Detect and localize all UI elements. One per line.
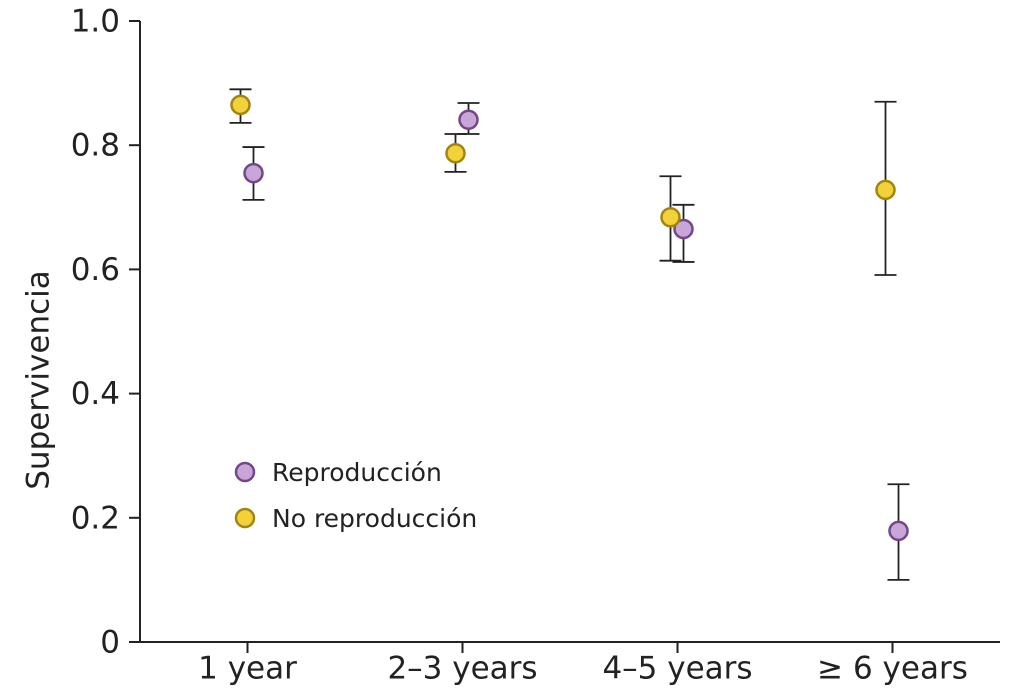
point bbox=[660, 206, 681, 228]
point bbox=[445, 143, 466, 164]
x-tick-label: 1 year bbox=[198, 651, 297, 687]
y-tick-label: 0 bbox=[100, 625, 120, 661]
y-tick-label: 1.0 bbox=[71, 4, 120, 40]
y-tick-label: 0.2 bbox=[71, 500, 120, 536]
legend-label: Reproducción bbox=[272, 458, 442, 487]
legend-marker bbox=[234, 507, 256, 529]
y-axis-label: Supervivencia bbox=[21, 270, 57, 490]
x-tick-label: 4–5 years bbox=[602, 651, 752, 687]
point bbox=[673, 218, 694, 240]
point bbox=[875, 179, 896, 201]
legend-label: No reproducción bbox=[272, 504, 477, 533]
x-tick-label: 2–3 years bbox=[387, 651, 537, 687]
y-tick-label: 0.4 bbox=[71, 376, 120, 412]
y-tick-label: 0.8 bbox=[71, 128, 120, 164]
x-tick-label: ≥ 6 years bbox=[817, 651, 968, 687]
legend-marker bbox=[234, 461, 256, 483]
y-tick-label: 0.6 bbox=[71, 252, 120, 288]
point bbox=[230, 94, 251, 116]
point bbox=[243, 162, 264, 184]
point bbox=[458, 109, 479, 130]
point bbox=[888, 520, 909, 542]
